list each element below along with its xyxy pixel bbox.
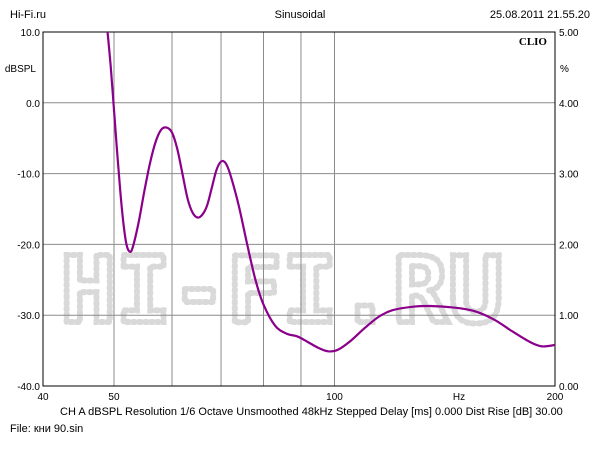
- y-tick-label-3: -20.0: [17, 240, 40, 251]
- y2-tick-label-0: 5.00: [559, 28, 579, 39]
- source-label: Hi-Fi.ru: [10, 9, 47, 21]
- x-tick-label-2: 100: [326, 392, 343, 403]
- y-tick-label-0: 10.0: [21, 28, 41, 39]
- y-tick-label-4: -30.0: [17, 311, 40, 322]
- clio-brand: CLIO: [519, 36, 548, 48]
- y-tick-label-5: -40.0: [17, 382, 40, 393]
- x-tick-label-3: 200: [547, 392, 564, 403]
- y-axis-label: dBSPL: [5, 64, 37, 75]
- response-curve-0: [106, 31, 556, 353]
- measurement-settings: CH A dBSPL Resolution 1/6 Octave Unsmoot…: [60, 406, 563, 418]
- y2-tick-label-4: 1.00: [559, 311, 579, 322]
- y2-tick-label-1: 4.00: [559, 99, 579, 110]
- watermark-text: HI-FI.RU: [60, 237, 503, 344]
- watermark: HI-FI.RU: [57, 234, 506, 347]
- x-tick-label-1: 50: [108, 392, 120, 403]
- y2-tick-label-5: 0.00: [559, 382, 579, 393]
- x-tick-label-0: 40: [37, 392, 49, 403]
- y2-axis-label: %: [560, 64, 569, 75]
- y-tick-label-1: 0.0: [26, 99, 40, 110]
- plot-frame: [42, 31, 556, 387]
- curve-group: [106, 31, 556, 353]
- file-name: File: кни 90.sin: [10, 423, 84, 435]
- measurement-title: Sinusoidal: [274, 9, 326, 21]
- axis-tick-labels: 10.0 0.0 -10.0 -20.0 -30.0 -40.0 5.00 4.00 3.00 2…: [17, 28, 579, 403]
- y-tick-label-2: -10.0: [17, 170, 40, 181]
- y2-tick-label-2: 3.00: [559, 170, 579, 181]
- x-axis-unit: Hz: [453, 392, 465, 403]
- timestamp: 25.08.2011 21.55.20: [489, 9, 590, 21]
- y2-tick-label-3: 2.00: [559, 240, 579, 251]
